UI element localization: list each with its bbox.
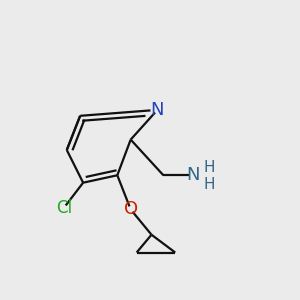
Text: O: O — [124, 200, 138, 218]
Text: Cl: Cl — [56, 199, 72, 217]
Text: N: N — [151, 101, 164, 119]
Text: H: H — [204, 160, 215, 175]
Text: N: N — [186, 166, 200, 184]
Text: H: H — [204, 177, 215, 192]
